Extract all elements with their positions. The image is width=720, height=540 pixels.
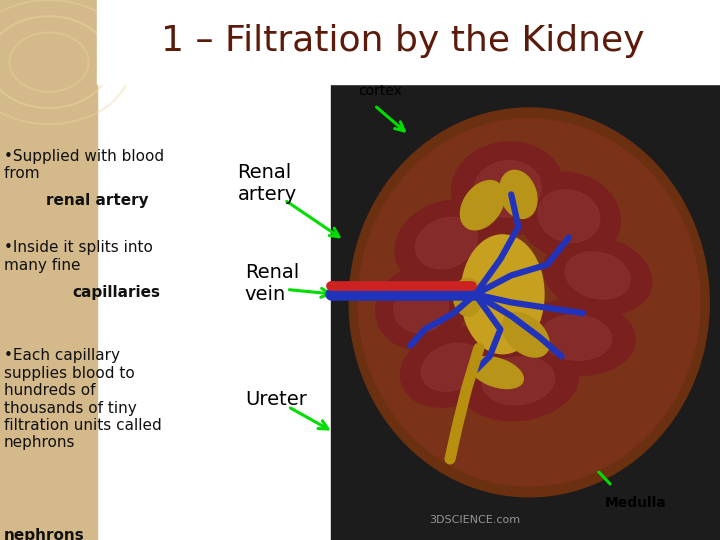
Text: •Each capillary
supplies blood to
hundreds of
thousands of tiny
filtration units: •Each capillary supplies blood to hundre… xyxy=(4,348,161,450)
Ellipse shape xyxy=(538,190,600,242)
Text: Renal
artery: Renal artery xyxy=(238,163,297,204)
Ellipse shape xyxy=(517,300,635,375)
Ellipse shape xyxy=(415,218,477,268)
Text: Medulla: Medulla xyxy=(605,496,667,510)
Text: capillaries: capillaries xyxy=(72,285,160,300)
Ellipse shape xyxy=(376,266,467,349)
Text: 3DSCIENCE.com: 3DSCIENCE.com xyxy=(430,515,521,525)
Ellipse shape xyxy=(500,170,537,219)
Text: nephrons: nephrons xyxy=(4,528,84,540)
Ellipse shape xyxy=(461,235,544,354)
Ellipse shape xyxy=(458,341,579,421)
Ellipse shape xyxy=(359,119,701,486)
Ellipse shape xyxy=(460,180,505,230)
Ellipse shape xyxy=(470,357,523,388)
Text: 1 – Filtration by the Kidney: 1 – Filtration by the Kidney xyxy=(161,24,645,57)
Text: •Inside it splits into
many fine: •Inside it splits into many fine xyxy=(4,240,153,273)
Ellipse shape xyxy=(517,172,621,260)
Ellipse shape xyxy=(394,283,449,333)
Ellipse shape xyxy=(400,327,504,407)
Bar xyxy=(97,0,720,84)
Text: cortex: cortex xyxy=(358,84,402,98)
Text: •Supplied with blood
from: •Supplied with blood from xyxy=(4,148,163,181)
Ellipse shape xyxy=(474,161,541,217)
Text: renal artery: renal artery xyxy=(46,193,149,208)
Ellipse shape xyxy=(541,315,611,360)
Ellipse shape xyxy=(451,142,564,236)
Ellipse shape xyxy=(395,200,498,286)
Ellipse shape xyxy=(482,357,554,404)
Ellipse shape xyxy=(502,313,549,357)
Ellipse shape xyxy=(544,236,652,315)
Bar xyxy=(331,84,720,540)
Ellipse shape xyxy=(421,343,483,391)
Ellipse shape xyxy=(565,252,630,299)
Text: Renal
vein: Renal vein xyxy=(245,263,299,304)
Text: Ureter: Ureter xyxy=(245,390,307,409)
Ellipse shape xyxy=(349,108,709,497)
Ellipse shape xyxy=(454,278,482,316)
Bar xyxy=(0,0,97,540)
